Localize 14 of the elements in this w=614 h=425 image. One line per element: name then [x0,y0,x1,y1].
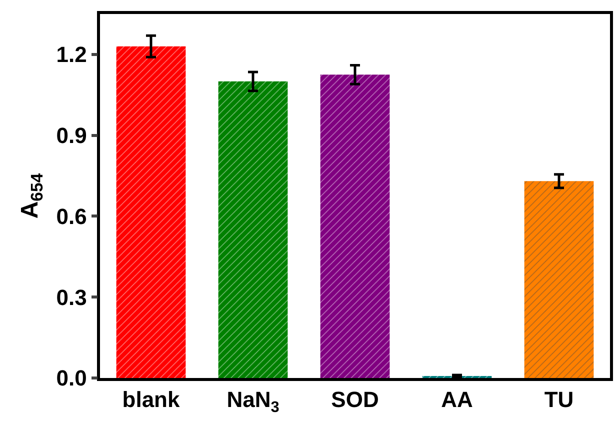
y-tick-label: 0.3 [56,284,87,310]
x-tick-label: AA [441,387,473,412]
x-tick-label: SOD [331,387,379,412]
x-tick-label: TU [544,387,574,412]
y-tick-label: 0.6 [56,204,87,229]
bar [116,46,186,378]
bar [524,181,594,378]
x-tick-label: blank [122,387,180,412]
y-tick-label: 0.9 [56,123,87,148]
y-tick-label: 0.0 [56,366,87,391]
x-tick-label: NaN$_{3}$ [226,387,280,416]
bar [218,81,288,378]
bar [320,74,390,378]
y-tick-label: 1.2 [56,42,87,68]
